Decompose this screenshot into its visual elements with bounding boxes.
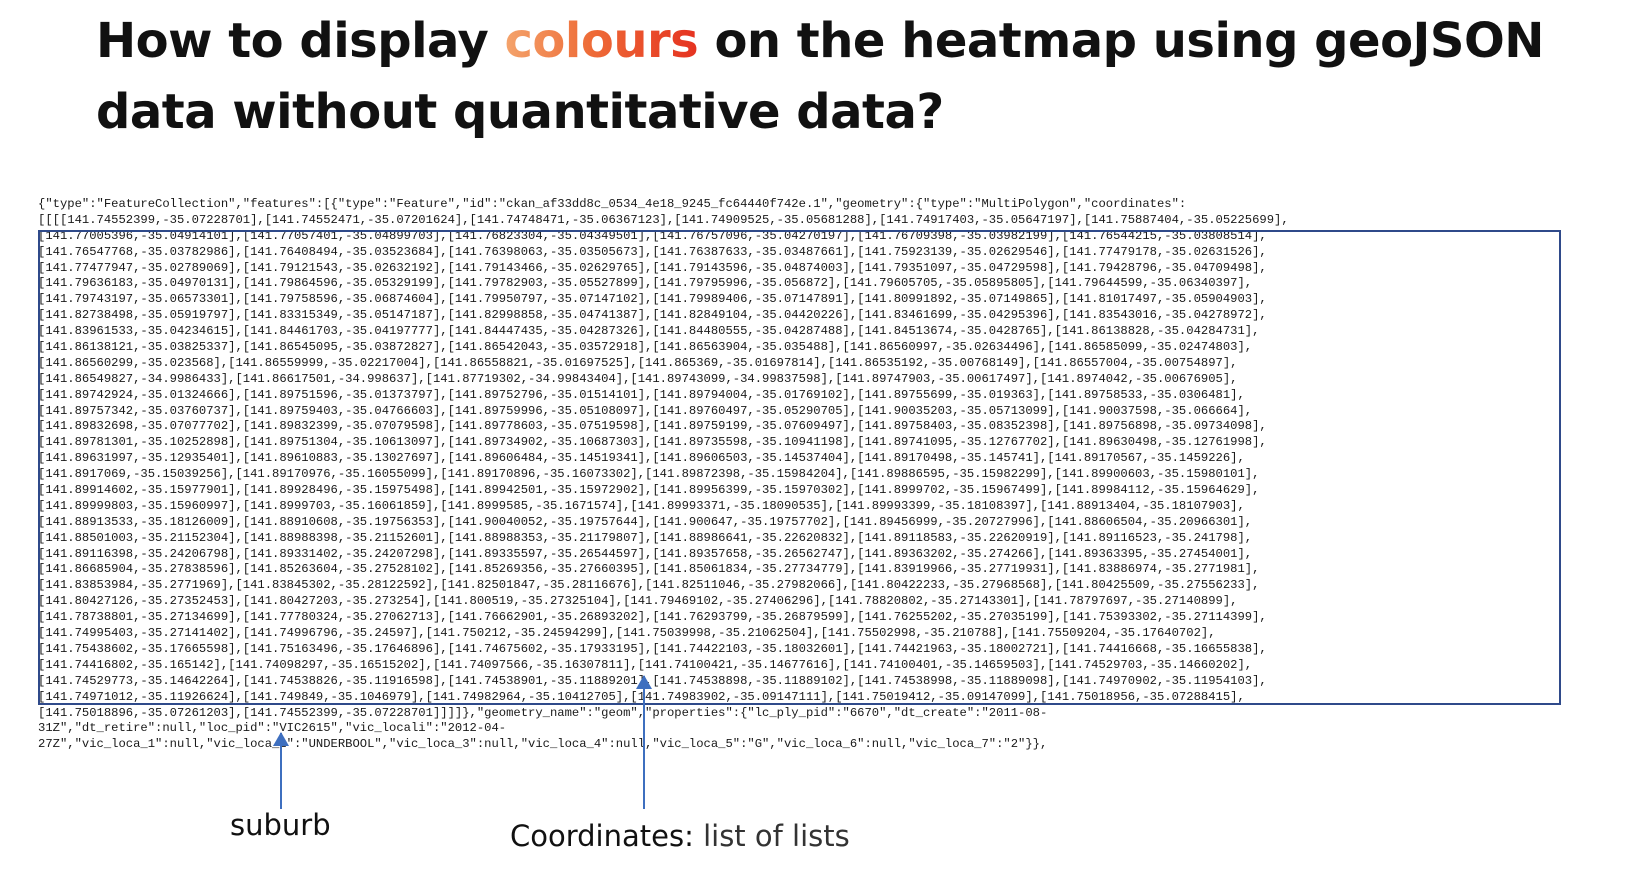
code-line: 27Z","vic_loca_1":null,"vic_loca_2":"UND… bbox=[38, 737, 1048, 752]
code-line: 31Z","dt_retire":null,"loc_pid":"VIC2615… bbox=[38, 721, 507, 736]
code-line: [141.83853984,-35.2771969],[141.83845302… bbox=[38, 578, 1260, 593]
code-line: [141.86138121,-35.03825337],[141.8654509… bbox=[38, 340, 1253, 355]
code-line: [141.79743197,-35.06573301],[141.7975859… bbox=[38, 292, 1267, 307]
code-line: [141.89914602,-35.15977901],[141.8992849… bbox=[38, 483, 1260, 498]
code-line: [141.79636183,-35.04970131],[141.7986459… bbox=[38, 276, 1253, 291]
code-line: [141.89781301,-35.10252898],[141.8975130… bbox=[38, 435, 1267, 450]
code-line: [141.77005396,-35.04914101],[141.7705740… bbox=[38, 228, 1267, 243]
code-line: [141.88501003,-35.21152304],[141.8898839… bbox=[38, 530, 1253, 545]
code-line: [141.77477947,-35.02789069],[141.7912154… bbox=[38, 260, 1267, 275]
code-line: [141.78738801,-35.27134699],[141.7778032… bbox=[38, 610, 1267, 625]
coordinates-highlight-box bbox=[38, 230, 1561, 705]
code-line: [141.86549827,-34.9986433],[141.86617501… bbox=[38, 371, 1238, 386]
code-line: [141.76547768,-35.03782986],[141.7640849… bbox=[38, 244, 1267, 259]
code-line: [141.89742924,-35.01324666],[141.8975159… bbox=[38, 387, 1245, 402]
title-text-after: on the heatmap using geoJSON data withou… bbox=[96, 13, 1544, 140]
slide-title: How to display colours on the heatmap us… bbox=[96, 6, 1616, 148]
code-line: [[[[141.74552399,-35.07228701],[141.7455… bbox=[38, 212, 1289, 227]
code-line: {"type":"FeatureCollection","features":[… bbox=[38, 197, 1187, 211]
arrow-head-icon bbox=[273, 732, 289, 746]
code-line: [141.83961533,-35.04234615],[141.8446170… bbox=[38, 324, 1260, 339]
coordinates-label-bold: Coordinates: bbox=[510, 819, 694, 853]
geojson-code-block: {"type":"FeatureCollection","features":[… bbox=[38, 197, 1578, 753]
title-text-before: How to display bbox=[96, 13, 505, 69]
coordinates-label: Coordinates: list of lists bbox=[510, 819, 850, 853]
code-line: [141.74416802,-35.165142],[141.74098297,… bbox=[38, 657, 1253, 672]
suburb-label: suburb bbox=[230, 808, 331, 842]
code-line: [141.82738498,-35.05919797],[141.8331534… bbox=[38, 308, 1267, 323]
code-line: [141.74971012,-35.11926624],[141.749849,… bbox=[38, 689, 1245, 704]
arrow-head-icon bbox=[636, 675, 652, 689]
code-line: [141.80427126,-35.27352453],[141.8042720… bbox=[38, 594, 1238, 609]
code-line: [141.74995403,-35.27141402],[141.7499679… bbox=[38, 626, 1216, 641]
code-line: [141.89832698,-35.07077702],[141.8983239… bbox=[38, 419, 1267, 434]
title-highlight-colours: colours bbox=[504, 13, 699, 69]
suburb-arrow bbox=[273, 732, 289, 809]
code-line: [141.75018896,-35.07261203],[141.7455239… bbox=[38, 705, 1048, 720]
code-line: [141.75438602,-35.17665598],[141.7516349… bbox=[38, 641, 1267, 656]
coordinates-arrow bbox=[636, 675, 652, 809]
code-line: [141.8917069,-35.15039256],[141.89170976… bbox=[38, 467, 1260, 482]
code-line: [141.89757342,-35.03760737],[141.8975940… bbox=[38, 403, 1253, 418]
code-line: [141.86685904,-35.27838596],[141.8526360… bbox=[38, 562, 1260, 577]
code-line: [141.89999803,-35.15960997],[141.8999703… bbox=[38, 498, 1245, 513]
code-line: [141.89116398,-35.24206798],[141.8933140… bbox=[38, 546, 1253, 561]
code-line: [141.74529773,-35.14642264],[141.7453882… bbox=[38, 673, 1267, 688]
code-line: [141.89631997,-35.12935401],[141.8961088… bbox=[38, 451, 1245, 466]
code-line: [141.88913533,-35.18126009],[141.8891060… bbox=[38, 514, 1253, 529]
coordinates-label-rest: list of lists bbox=[693, 819, 850, 853]
code-line: [141.86560299,-35.023568],[141.86559999,… bbox=[38, 355, 1238, 370]
